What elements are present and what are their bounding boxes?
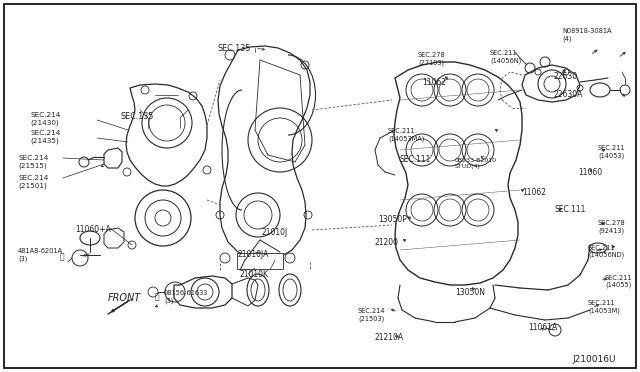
Text: SEC.278
(92413): SEC.278 (92413) [598, 220, 626, 234]
Text: 13050P: 13050P [378, 215, 407, 224]
Text: 11062: 11062 [522, 188, 546, 197]
Text: 21010JA: 21010JA [238, 250, 269, 259]
Text: FRONT: FRONT [108, 293, 141, 303]
Text: Ⓑ: Ⓑ [155, 292, 159, 301]
Text: 11060+A: 11060+A [75, 225, 111, 234]
Text: 21010J: 21010J [262, 228, 288, 237]
Text: SEC.211
(14053MA): SEC.211 (14053MA) [388, 128, 424, 141]
Text: SEC.211
(14056N): SEC.211 (14056N) [490, 50, 521, 64]
Text: N08918-3081A
(4): N08918-3081A (4) [562, 28, 611, 42]
Text: SEC.211
(14053M): SEC.211 (14053M) [588, 300, 620, 314]
Text: SEC.111: SEC.111 [555, 205, 586, 214]
Text: SEC.211
(14056ND): SEC.211 (14056ND) [588, 245, 624, 259]
Text: Ⓑ: Ⓑ [60, 252, 65, 261]
Text: 21200: 21200 [375, 238, 399, 247]
Text: 22630: 22630 [554, 72, 578, 81]
Text: SEC.214
(21430): SEC.214 (21430) [30, 112, 60, 125]
Text: SEC.111: SEC.111 [400, 155, 431, 164]
Text: SEC.214
(21503): SEC.214 (21503) [358, 308, 386, 321]
Text: SEC.211
(14055): SEC.211 (14055) [605, 275, 632, 289]
Text: 11060: 11060 [578, 168, 602, 177]
Text: J210016U: J210016U [572, 355, 616, 364]
Text: 11061A: 11061A [528, 323, 557, 332]
Text: SEC.135: SEC.135 [218, 44, 252, 53]
Text: 13050N: 13050N [455, 288, 485, 297]
Text: SEC.211
(14053): SEC.211 (14053) [598, 145, 625, 158]
Text: 22630A: 22630A [554, 90, 584, 99]
Text: SEC.214
(21515): SEC.214 (21515) [18, 155, 49, 169]
Text: SEC.278
(27193): SEC.278 (27193) [418, 52, 445, 65]
Text: 21210A: 21210A [375, 333, 404, 342]
Text: SEC.135: SEC.135 [120, 112, 154, 121]
Text: SEC.214
(21501): SEC.214 (21501) [18, 175, 49, 189]
Text: 481A8-6201A
(3): 481A8-6201A (3) [18, 248, 63, 262]
Text: 0B233-B2010
STUD(4): 0B233-B2010 STUD(4) [455, 158, 497, 169]
Text: 21010K: 21010K [240, 270, 269, 279]
Text: 11062: 11062 [422, 78, 446, 87]
Text: 08156-61633
(3): 08156-61633 (3) [164, 290, 209, 304]
Text: SEC.214
(21435): SEC.214 (21435) [30, 130, 60, 144]
FancyBboxPatch shape [237, 253, 283, 269]
